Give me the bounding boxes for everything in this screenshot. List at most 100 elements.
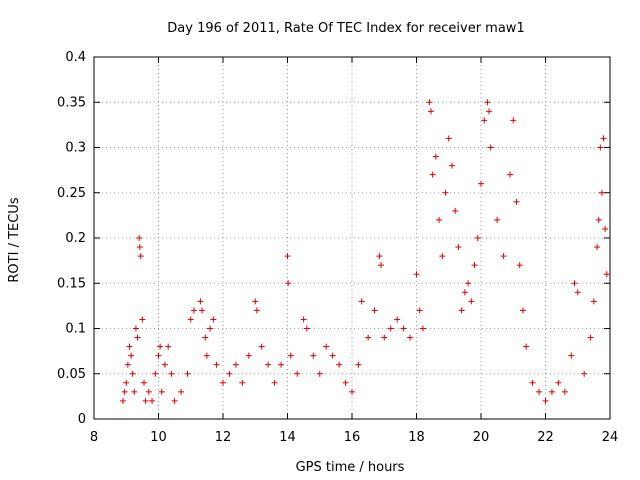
y-axis-label: ROTI / TECUs <box>7 197 22 282</box>
data-point <box>468 298 475 305</box>
data-point <box>587 334 594 341</box>
data-point <box>329 352 336 359</box>
data-point <box>300 316 307 323</box>
x-tick-label: 10 <box>150 430 167 445</box>
data-point <box>252 298 259 305</box>
data-point <box>536 388 543 395</box>
data-point <box>210 316 217 323</box>
data-point <box>436 216 443 223</box>
data-point <box>602 225 609 232</box>
data-point <box>226 370 233 377</box>
data-point <box>387 325 394 332</box>
data-point <box>134 334 141 341</box>
data-point <box>484 99 491 106</box>
data-point <box>294 370 301 377</box>
data-point <box>126 343 133 350</box>
chart-title: Day 196 of 2011, Rate Of TEC Index for r… <box>167 21 524 36</box>
data-point <box>407 334 414 341</box>
data-point <box>161 361 168 368</box>
data-point <box>600 135 607 142</box>
data-point <box>132 325 139 332</box>
data-point <box>123 379 130 386</box>
data-point <box>232 361 239 368</box>
data-point <box>452 207 459 214</box>
y-tick-label: 0.25 <box>57 186 86 201</box>
data-point <box>529 379 536 386</box>
data-point <box>474 235 481 241</box>
data-point <box>178 388 185 395</box>
grid <box>94 57 610 419</box>
data-point <box>500 253 507 260</box>
data-point <box>378 262 385 269</box>
data-point <box>213 361 220 368</box>
y-tick-label: 0.05 <box>57 367 86 382</box>
data-point <box>419 325 426 332</box>
data-point <box>445 135 452 142</box>
data-point <box>152 370 159 377</box>
data-point <box>285 280 292 287</box>
x-tick-label: 18 <box>408 430 425 445</box>
data-point <box>199 307 206 314</box>
data-point <box>416 307 423 314</box>
data-point <box>197 298 204 305</box>
data-point <box>287 352 294 359</box>
data-point <box>413 271 420 278</box>
data-point <box>323 343 330 350</box>
data-point <box>190 307 197 314</box>
data-point <box>155 352 162 359</box>
x-tick-label: 14 <box>279 430 296 445</box>
data-point <box>574 289 581 296</box>
data-point <box>478 180 484 187</box>
data-point <box>394 316 401 323</box>
data-point <box>168 370 175 377</box>
data-point <box>253 307 260 314</box>
y-axis-ticks: 0 0.05 0.1 0.15 0.2 0.25 0.3 0.35 0.4 <box>57 50 610 427</box>
data-point <box>187 316 194 323</box>
data-point <box>486 108 493 115</box>
data-point <box>149 397 156 404</box>
data-point <box>140 379 147 386</box>
data-point <box>137 253 144 260</box>
data-point <box>590 298 597 305</box>
data-point <box>202 334 209 341</box>
data-point <box>145 388 152 395</box>
data-point <box>597 144 604 151</box>
x-tick-label: 12 <box>215 430 232 445</box>
data-point <box>400 325 407 332</box>
data-point <box>120 397 127 404</box>
y-tick-label: 0.4 <box>65 50 86 65</box>
data-point <box>220 379 226 386</box>
data-point <box>513 198 520 205</box>
data-point <box>595 216 602 223</box>
data-point <box>510 117 517 124</box>
data-point <box>171 397 178 404</box>
data-point <box>494 216 501 223</box>
data-point <box>284 253 291 260</box>
y-tick-label: 0.1 <box>65 322 86 337</box>
data-point <box>139 316 146 323</box>
data-point <box>429 171 436 178</box>
data-point <box>594 244 601 251</box>
data-point <box>265 361 272 368</box>
x-tick-label: 24 <box>602 430 619 445</box>
data-point <box>121 388 128 395</box>
data-point <box>310 352 317 359</box>
data-point <box>239 379 246 386</box>
data-point <box>258 343 265 350</box>
data-point <box>516 262 523 269</box>
data-point <box>381 334 388 341</box>
data-point <box>365 334 372 341</box>
data-point <box>271 379 278 386</box>
y-tick-label: 0.2 <box>65 231 86 246</box>
data-point <box>245 352 252 359</box>
data-point <box>342 379 349 386</box>
data-point <box>481 117 488 124</box>
y-tick-label: 0.35 <box>57 95 86 110</box>
data-point <box>568 352 575 359</box>
data-point <box>316 370 323 377</box>
data-point <box>432 153 439 160</box>
data-point <box>128 352 135 359</box>
data-point <box>442 189 449 196</box>
data-point <box>136 235 143 241</box>
